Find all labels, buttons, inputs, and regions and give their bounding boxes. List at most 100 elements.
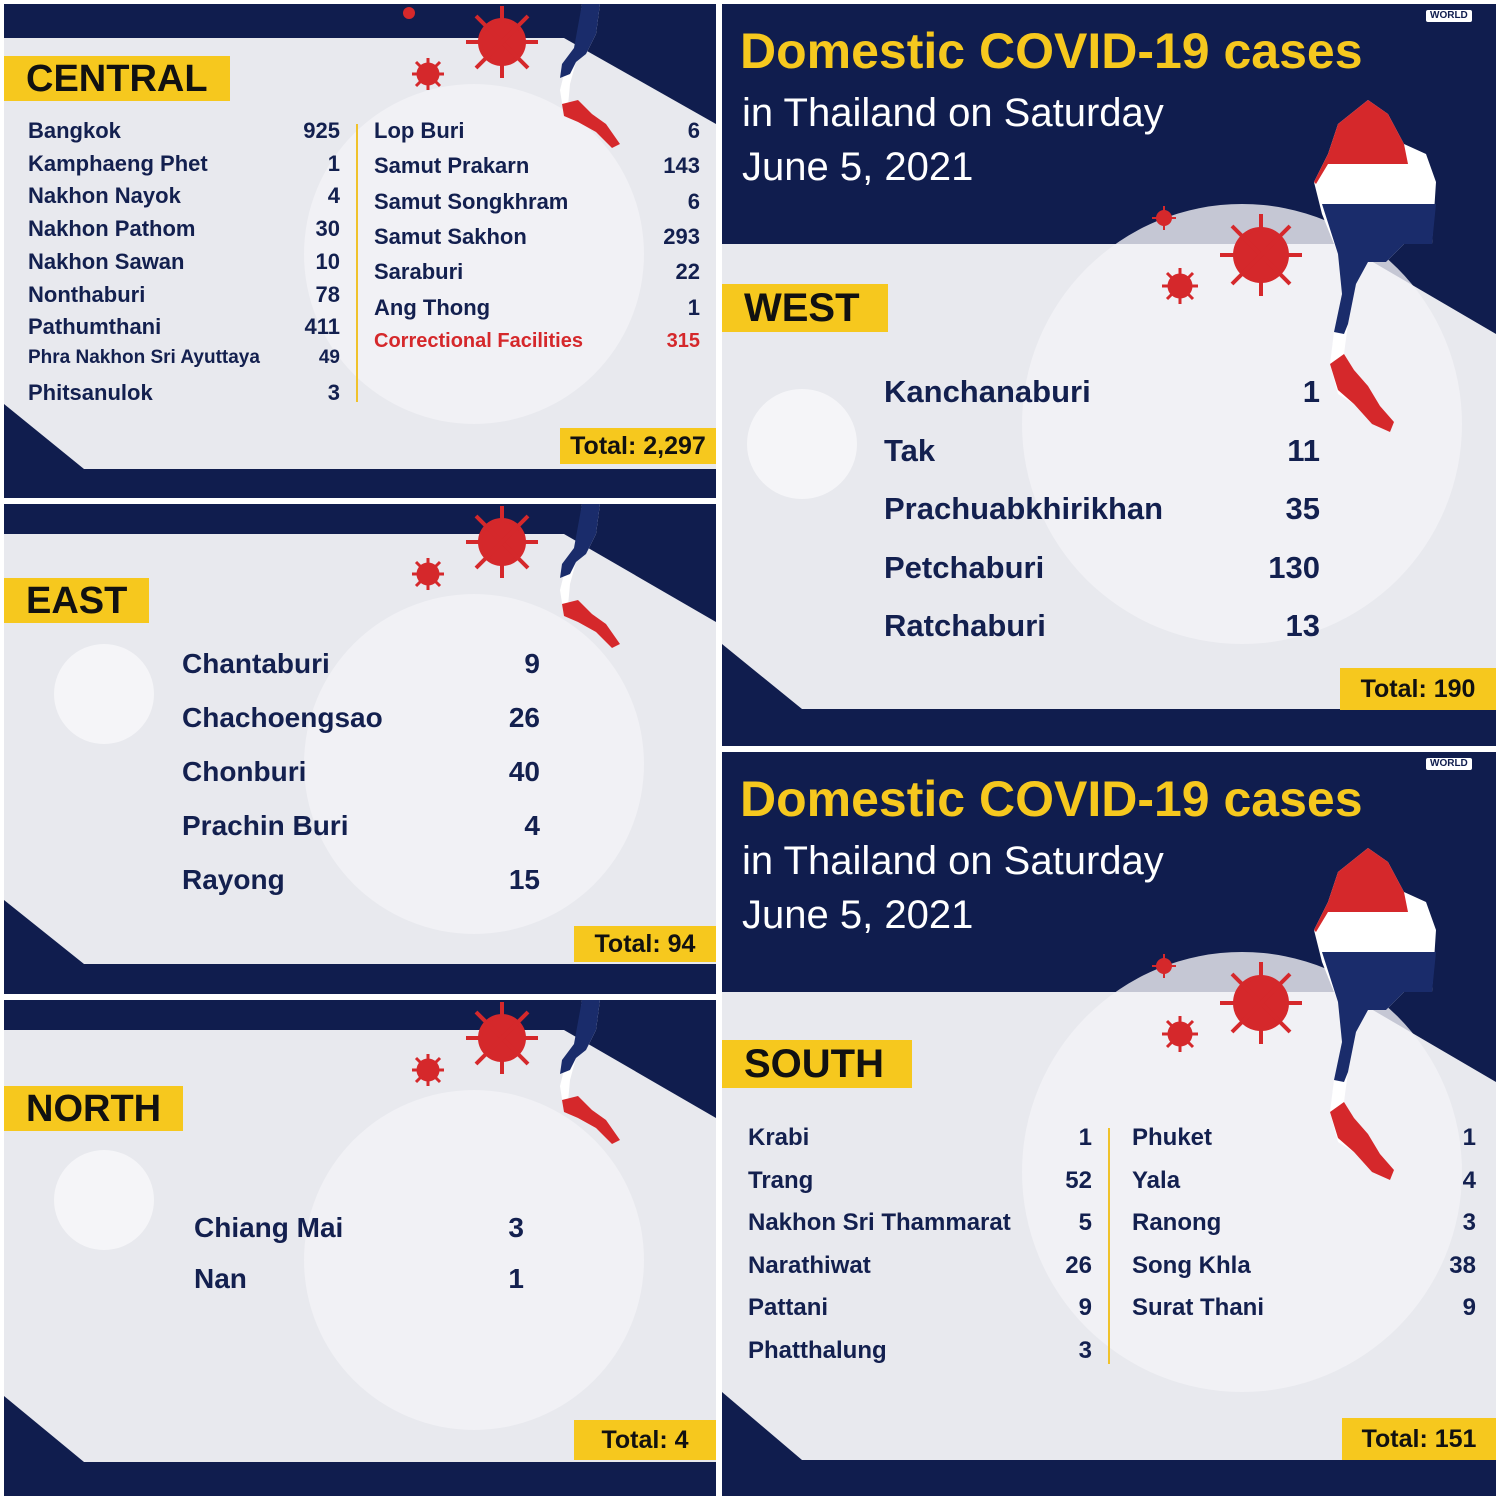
- panel-background: [4, 1030, 716, 1462]
- list-item: Nonthaburi 78: [28, 282, 340, 315]
- south-panel: WORLD Domestic COVID-19 cases in Thailan…: [722, 752, 1496, 1496]
- panel-background: [4, 38, 716, 469]
- list-item: Chiang Mai 3: [194, 1212, 524, 1263]
- case-count: 15: [508, 864, 540, 895]
- region-badge-central: CENTRAL: [4, 56, 230, 101]
- virus-small-icon: [412, 1054, 444, 1086]
- region-name: Prachuabkhirikhan: [884, 491, 1164, 526]
- case-count: 3: [1462, 1209, 1476, 1236]
- region-name: Trang: [748, 1166, 814, 1194]
- region-name: Kamphaeng Phet: [28, 150, 208, 176]
- virus-small-icon: [1162, 268, 1198, 304]
- region-name: Kanchanaburi: [884, 374, 1091, 409]
- thailand-map-icon: [560, 4, 620, 148]
- region-name: Prachin Buri: [182, 810, 349, 841]
- total-badge-east: Total: 94: [574, 926, 716, 962]
- virus-icon: [466, 1002, 538, 1074]
- list-item: Ang Thong 1: [374, 295, 700, 330]
- list-item: Chantaburi 9: [182, 648, 540, 702]
- page-subtitle-line2: June 5, 2021: [742, 893, 974, 937]
- case-count: 9: [1078, 1294, 1092, 1321]
- region-name: Nakhon Sri Thammarat: [748, 1209, 1011, 1236]
- list-item: Samut Sakhon 293: [374, 224, 700, 259]
- list-item: Pattani 9: [748, 1294, 1092, 1337]
- case-count: 35: [1285, 491, 1320, 526]
- list-item: Prachin Buri 4: [182, 810, 540, 864]
- nbt-world-logo: WORLD: [1426, 758, 1472, 770]
- list-item: Bangkok 925: [28, 118, 340, 151]
- case-count: 5: [1078, 1209, 1092, 1236]
- region-name: Chiang Mai: [194, 1212, 344, 1243]
- case-count: 1: [1462, 1124, 1476, 1151]
- virus-icon: [1220, 962, 1302, 1044]
- nbt-world-logo: WORLD: [1426, 10, 1472, 22]
- region-badge-west: WEST: [722, 284, 888, 332]
- case-count: 6: [687, 118, 700, 143]
- page-title: Domestic COVID-19 cases: [740, 771, 1363, 827]
- region-badge-north: NORTH: [4, 1086, 184, 1131]
- region-name: Correctional Facilities: [374, 329, 583, 352]
- list-item: Surat Thani 9: [1132, 1294, 1476, 1337]
- list-item: Prachuabkhirikhan 35: [884, 491, 1320, 550]
- virus-icon: [466, 506, 538, 578]
- case-count: 143: [663, 153, 700, 179]
- list-item: Chonburi 40: [182, 756, 540, 810]
- case-count: 3: [1078, 1336, 1092, 1364]
- list-item: Petchaburi 130: [884, 550, 1320, 609]
- case-count: 13: [1285, 608, 1320, 643]
- virus-small-icon: [1162, 1016, 1198, 1052]
- panel-background: [4, 534, 716, 964]
- list-item: Samut Songkhram 6: [374, 189, 700, 224]
- case-count: 293: [663, 223, 700, 249]
- list-item: Rayong 15: [182, 864, 540, 918]
- region-name: Rayong: [182, 864, 285, 895]
- region-name: Ranong: [1132, 1209, 1222, 1236]
- region-badge-east: EAST: [4, 578, 150, 623]
- region-name: Phra Nakhon Sri Ayuttaya: [28, 346, 260, 368]
- case-count: 1: [1078, 1124, 1092, 1151]
- total-badge-south: Total: 151: [1342, 1418, 1496, 1460]
- region-name: Saraburi: [374, 259, 464, 285]
- list-item: Kanchanaburi 1: [884, 374, 1320, 433]
- region-name: Chantaburi: [182, 648, 330, 679]
- list-item: Tak 11: [884, 433, 1320, 492]
- region-name: Surat Thani: [1132, 1294, 1265, 1321]
- case-count: 52: [1065, 1166, 1092, 1194]
- list-item: Chachoengsao 26: [182, 702, 540, 756]
- region-name: Yala: [1132, 1166, 1181, 1194]
- case-count: 4: [1462, 1166, 1476, 1194]
- case-count: 6: [687, 188, 700, 214]
- case-count: 1: [687, 294, 700, 320]
- total-badge-central: Total: 2,297: [560, 428, 716, 464]
- list-item: Nakhon Nayok 4: [28, 183, 340, 216]
- case-count: 1: [1302, 374, 1320, 409]
- region-name: Nakhon Nayok: [28, 183, 181, 209]
- thailand-map-icon: [560, 1000, 620, 1144]
- virus-small-icon: [412, 58, 444, 90]
- case-count: 11: [1287, 432, 1320, 468]
- region-name: Ratchaburi: [884, 608, 1046, 643]
- west-panel: WORLD Domestic COVID-19 cases in Thailan…: [722, 4, 1496, 746]
- region-badge-south: SOUTH: [722, 1040, 912, 1088]
- list-item: Nakhon Sawan 10: [28, 249, 340, 282]
- case-count: 1: [327, 150, 340, 176]
- list-item: Narathiwat 26: [748, 1252, 1092, 1295]
- column-divider: [356, 124, 358, 402]
- region-name: Pathumthani: [28, 314, 162, 340]
- list-item: Ratchaburi 13: [884, 608, 1320, 667]
- page-title: Domestic COVID-19 cases: [740, 23, 1363, 79]
- thailand-flag-map-icon: [1314, 100, 1436, 432]
- region-name: Nan: [194, 1263, 247, 1294]
- north-panel: NORTH Chiang Mai 3 Nan 1 Total: 4: [4, 1000, 716, 1496]
- column-divider: [1108, 1128, 1110, 1364]
- region-name: Chachoengsao: [182, 702, 383, 733]
- case-count: 3: [327, 379, 340, 405]
- case-count: 925: [303, 118, 340, 143]
- region-name: Petchaburi: [884, 549, 1045, 585]
- list-item: Ranong 3: [1132, 1209, 1476, 1252]
- virus-tiny-icon: [403, 7, 415, 19]
- region-name: Samut Prakarn: [374, 153, 530, 179]
- page-subtitle-line2: June 5, 2021: [742, 145, 974, 189]
- case-count: 130: [1268, 549, 1320, 585]
- central-panel: CENTRAL Bangkok 925 Kamphaeng Phet 1 Nakhon …: [4, 4, 716, 498]
